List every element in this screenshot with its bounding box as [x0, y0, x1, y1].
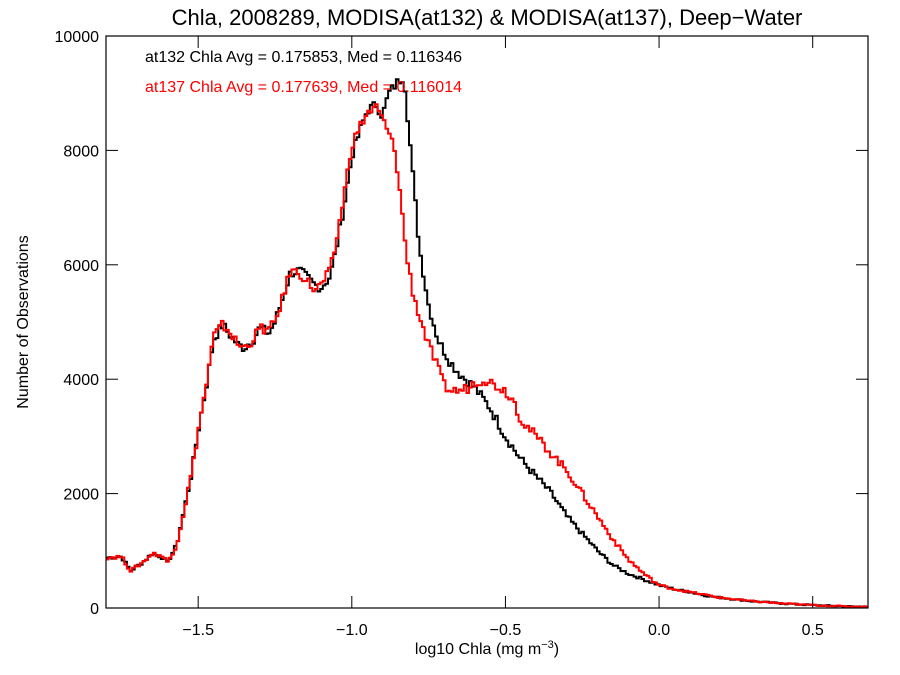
annotation-at132: at132 Chla Avg = 0.175853, Med = 0.11634…	[145, 49, 462, 66]
y-tick-label: 4000	[63, 372, 99, 389]
y-tick-label: 0	[90, 601, 99, 618]
y-tick-label: 2000	[63, 487, 99, 504]
series-layer	[106, 78, 868, 609]
x-tick-label: 0.5	[802, 622, 824, 639]
x-axis-label-main: log10 Chla (mg m	[415, 641, 541, 658]
series-line-1	[106, 103, 868, 609]
x-axis-label: log10 Chla (mg m−3)	[415, 639, 559, 658]
plot-frame	[105, 35, 869, 609]
x-tick-label: −0.5	[490, 622, 522, 639]
x-axis-label-end: )	[554, 641, 559, 658]
y-tick-label: 8000	[63, 143, 99, 160]
x-tick-label: −1.5	[182, 622, 214, 639]
x-tick-label: 0.0	[648, 622, 670, 639]
tick-layer: −1.5 −1.0 −0.5 0.0 0.5 0 2000 4000 6000 8000 10000	[55, 29, 868, 639]
chart-title: Chla, 2008289, MODISA(at132) & MODISA(at…	[172, 5, 803, 30]
y-tick-label: 6000	[63, 258, 99, 275]
y-tick-label: 10000	[55, 29, 100, 46]
x-axis-label-exponent: −3	[541, 639, 554, 651]
y-axis-label: Number of Observations	[15, 235, 32, 408]
annotation-at137: at137 Chla Avg = 0.177639, Med = 0.11601…	[145, 79, 462, 96]
x-tick-label: −1.0	[336, 622, 368, 639]
